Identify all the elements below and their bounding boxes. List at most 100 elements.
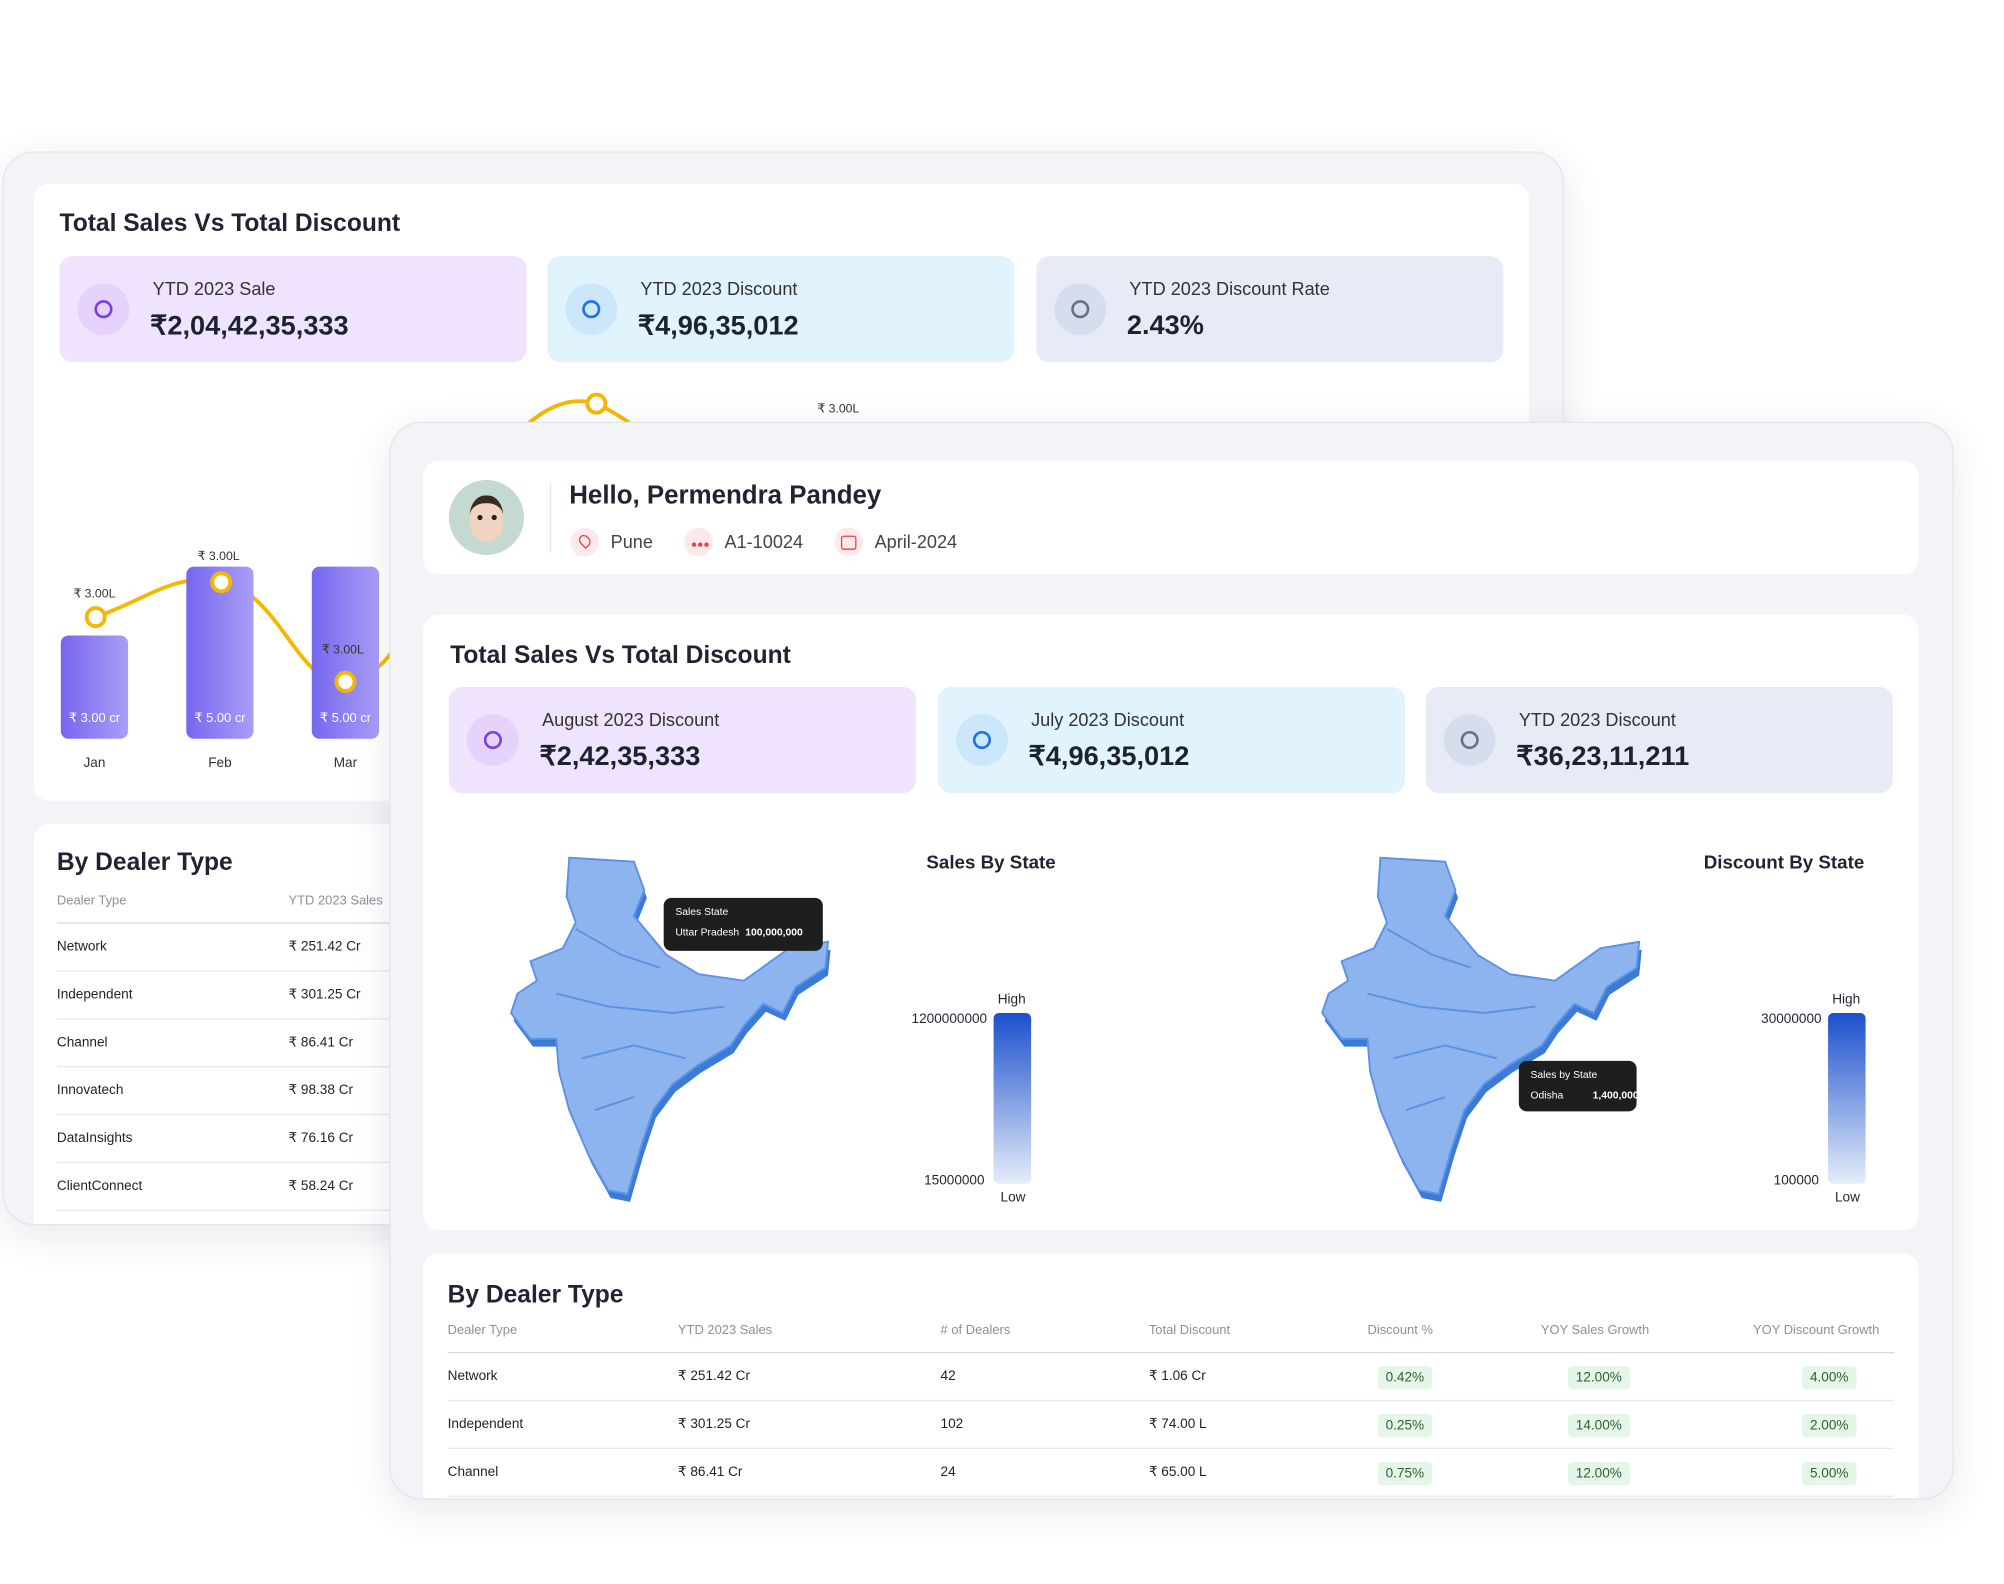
table-cell: ₹ 86.41 Cr — [288, 1034, 354, 1051]
kpi-card: YTD 2023 Discount ₹4,96,35,012 — [547, 256, 1015, 363]
table-cell: ₹ 251.42 Cr — [677, 1368, 751, 1384]
line-point — [210, 571, 233, 594]
dealer-card: By Dealer Type Dealer Type YTD 2023 Sales… — [423, 1253, 1919, 1499]
bar — [60, 635, 129, 739]
table-cell: ₹ 301.25 Cr — [677, 1416, 751, 1432]
percent-pill: 4.00% — [1802, 1366, 1857, 1390]
row-rule — [447, 1399, 1895, 1402]
column-header: Dealer Type — [447, 1323, 518, 1338]
table-cell: Channel — [56, 1034, 108, 1051]
kpi-card: July 2023 Discount ₹4,96,35,012 — [937, 686, 1406, 794]
kpi-icon — [467, 714, 519, 766]
tooltip-title: Sales by State — [1530, 1068, 1598, 1081]
kpi-value: 2.43% — [1126, 310, 1204, 341]
table-cell: 102 — [940, 1416, 964, 1432]
row-rule — [447, 1447, 1895, 1449]
id-icon: ●●● — [684, 527, 713, 557]
bar-label: ₹ 3.00 cr — [69, 710, 121, 725]
state-borders — [556, 928, 725, 1111]
percent-pill: 0.25% — [1377, 1414, 1432, 1438]
legend-bar — [1828, 1012, 1866, 1184]
percent-pill: 12.00% — [1568, 1366, 1630, 1390]
line-label: ₹ 3.00L — [817, 402, 859, 416]
front-panel: Hello, Permendra Pandey Pune ●●● A1-1002… — [389, 421, 1954, 1500]
kpi-label: YTD 2023 Discount — [640, 278, 798, 299]
kpi-icon — [1054, 283, 1107, 336]
percent-pill: 14.00% — [1568, 1414, 1630, 1438]
column-header: YOY Sales Growth — [1540, 1323, 1650, 1338]
table-cell: ₹ 65.00 L — [1148, 1464, 1207, 1480]
line-point — [585, 392, 608, 415]
icon-glyph — [1071, 300, 1090, 319]
icon-glyph — [1460, 730, 1479, 750]
legend-min: 100000 — [1773, 1173, 1819, 1189]
bar — [311, 566, 380, 739]
icon-glyph — [582, 300, 601, 319]
table-cell: ₹ 1.06 Cr — [1148, 1368, 1206, 1384]
tooltip-value: 100,000,000 — [745, 926, 803, 939]
kpi-card: YTD 2023 Discount Rate 2.43% — [1036, 256, 1504, 363]
kpi-label: YTD 2023 Sale — [152, 278, 276, 299]
table-cell: DataInsights — [56, 1130, 133, 1146]
bar-label: ₹ 5.00 cr — [194, 710, 246, 725]
kpi-icon — [1443, 714, 1496, 766]
icon-glyph — [94, 300, 113, 319]
table-cell: 24 — [940, 1464, 956, 1480]
kpi-value: ₹2,04,42,35,333 — [150, 311, 349, 341]
greeting: Hello, Permendra Pandey — [569, 481, 882, 510]
kpi-value: ₹2,42,35,333 — [539, 741, 701, 772]
tooltip-region: Uttar Pradesh — [675, 926, 740, 939]
map-fill — [1321, 856, 1641, 1196]
legend-high: High — [1832, 991, 1861, 1008]
map-fill — [509, 856, 830, 1196]
column-header: # of Dealers — [940, 1323, 1011, 1338]
line-point — [334, 670, 357, 693]
percent-pill: 0.75% — [1377, 1461, 1432, 1486]
percent-pill: 2.00% — [1802, 1414, 1857, 1438]
line-label: ₹ 3.00L — [322, 642, 364, 656]
period: April-2024 — [874, 531, 958, 552]
icon-glyph — [483, 730, 502, 750]
table-cell: Independent — [56, 986, 133, 1003]
table-cell: ₹ 98.38 Cr — [288, 1082, 354, 1099]
row-rule — [447, 1495, 1895, 1497]
legend-high: High — [997, 991, 1026, 1008]
legend-bar — [993, 1012, 1032, 1184]
kpi-card: August 2023 Discount ₹2,42,35,333 — [448, 686, 916, 794]
kpi-card: YTD 2023 Sale ₹2,04,42,35,333 — [59, 256, 527, 363]
kpi-card: YTD 2023 Discount ₹36,23,11,211 — [1425, 686, 1893, 794]
card-title: Total Sales Vs Total Discount — [59, 210, 401, 238]
card-title: Total Sales Vs Total Discount — [450, 642, 791, 670]
column-header: YOY Discount Growth — [1753, 1323, 1880, 1338]
india-map — [509, 856, 831, 1202]
table-cell: Innovatech — [56, 1082, 124, 1099]
x-tick-label: Feb — [208, 755, 231, 770]
column-header: YTD 2023 Sales — [288, 893, 383, 909]
kpi-icon — [77, 283, 130, 336]
header-rule — [447, 1351, 1895, 1354]
legend-min: 15000000 — [924, 1173, 985, 1189]
calendar-icon — [834, 527, 863, 557]
x-tick-label: Jan — [83, 755, 105, 770]
location-icon — [570, 527, 600, 557]
legend-low: Low — [1834, 1189, 1860, 1206]
kpi-value: ₹36,23,11,211 — [1516, 741, 1690, 772]
map-title: Discount By State — [1703, 852, 1865, 874]
table-cell: Network — [447, 1368, 498, 1384]
india-map — [1321, 856, 1642, 1202]
tooltip-region: Odisha — [1530, 1089, 1564, 1102]
column-header: Dealer Type — [56, 893, 127, 909]
map-tooltip: Sales State Uttar Pradesh 100,000,000 — [663, 897, 823, 951]
table-cell: ₹ 74.00 L — [1148, 1416, 1207, 1432]
legend-max: 1200000000 — [911, 1011, 988, 1027]
tooltip-title: Sales State — [675, 905, 729, 918]
state-borders — [1367, 928, 1536, 1111]
line-label: ₹ 3.00L — [73, 587, 115, 601]
column-header: Discount % — [1367, 1323, 1433, 1338]
card-title: By Dealer Type — [447, 1281, 624, 1309]
table-cell: 42 — [940, 1368, 956, 1384]
kpi-value: ₹4,96,35,012 — [1028, 741, 1190, 772]
table-cell: Network — [56, 938, 107, 955]
kpi-label: July 2023 Discount — [1031, 708, 1185, 730]
map-tooltip: Sales by State Odisha 1,400,000 — [1518, 1060, 1639, 1112]
